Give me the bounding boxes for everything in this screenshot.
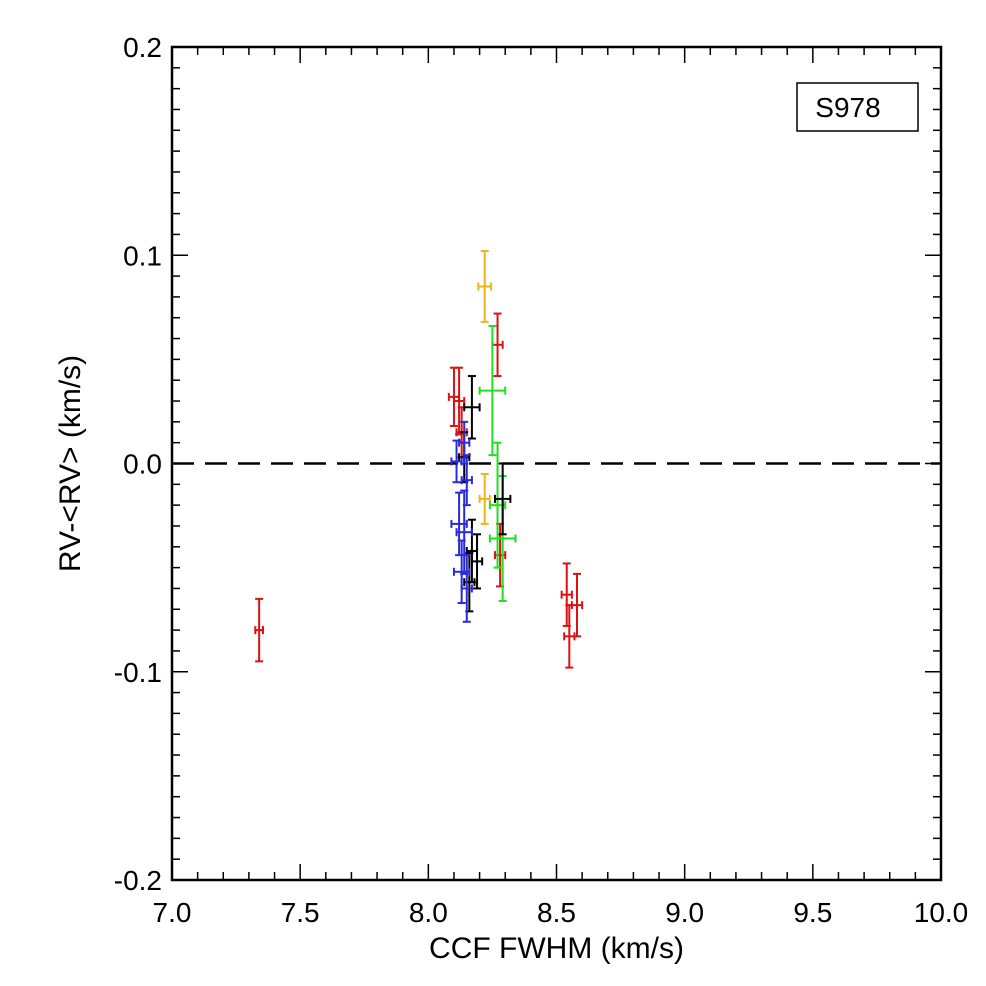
data-point	[563, 604, 576, 669]
x-tick-label: 10.0	[914, 897, 969, 928]
x-tick-label: 7.5	[281, 897, 320, 928]
y-tick-label: 0.0	[123, 449, 162, 480]
series-red	[254, 312, 584, 669]
data-point	[463, 375, 481, 440]
series-blue	[450, 420, 473, 623]
data-point	[491, 312, 504, 378]
y-tick-labels: -0.2 -0.1 0.0 0.1 0.2	[114, 32, 162, 896]
x-axis-label: CCF FWHM (km/s)	[429, 932, 684, 965]
x-tick-labels: 7.0 7.5 8.0 8.5 9.0 9.5 10.0	[153, 897, 969, 928]
x-tick-label: 8.0	[409, 897, 448, 928]
y-tick-label: 0.1	[123, 240, 162, 271]
data-point	[477, 250, 493, 323]
x-tick-label: 9.0	[665, 897, 704, 928]
data-point	[254, 597, 264, 663]
data-point	[493, 522, 507, 588]
data-point	[447, 366, 461, 428]
legend-box: S978	[796, 82, 919, 132]
data-point	[460, 554, 473, 623]
data-point	[470, 533, 484, 590]
data-point	[570, 572, 584, 638]
y-tick-label: -0.1	[114, 657, 162, 688]
data-point	[450, 439, 463, 484]
data-point	[478, 472, 491, 525]
y-axis-label: RV-<RV> (km/s)	[54, 355, 87, 572]
data-point	[478, 325, 507, 457]
x-tick-label: 8.5	[537, 897, 576, 928]
legend-frame	[796, 82, 919, 132]
y-tick-label: 0.2	[123, 32, 162, 63]
series-green	[478, 325, 517, 602]
series-orange	[477, 250, 493, 525]
data-point	[455, 489, 473, 575]
x-tick-label: 9.5	[793, 897, 832, 928]
data-point	[560, 562, 573, 627]
x-tick-label: 7.0	[153, 897, 192, 928]
data-point	[488, 441, 507, 569]
plot-frame	[170, 45, 943, 882]
data-point	[493, 462, 512, 536]
y-tick-label: -0.2	[114, 865, 162, 896]
data-point	[452, 366, 466, 436]
data-point	[463, 552, 476, 613]
legend-label: S978	[815, 92, 880, 123]
data-points	[254, 250, 584, 669]
